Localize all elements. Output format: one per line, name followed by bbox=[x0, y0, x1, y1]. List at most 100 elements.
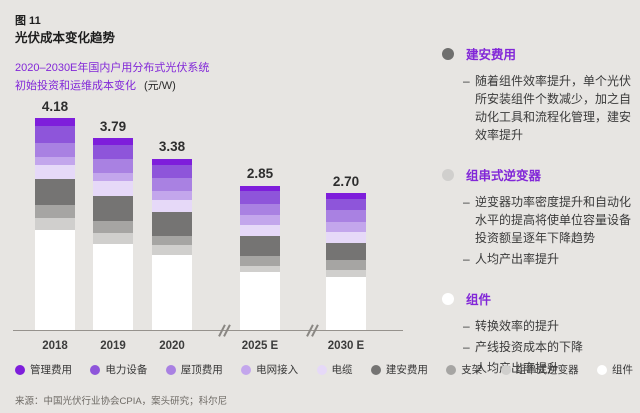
note-section-heading: 建安费用 bbox=[466, 48, 517, 62]
x-axis-label: 2018 bbox=[42, 340, 68, 352]
bar-segment-建安费用 bbox=[152, 212, 192, 236]
legend-item-屋顶费用: 屋顶费用 bbox=[165, 362, 223, 377]
bar-segment-屋顶费用 bbox=[152, 178, 192, 191]
legend-color-dot bbox=[597, 364, 607, 375]
bar-2025e bbox=[240, 185, 280, 330]
bar-segment-建安费用 bbox=[93, 195, 133, 222]
bar-segment-屋顶费用 bbox=[93, 158, 133, 173]
bar-segment-组串式逆变器 bbox=[326, 269, 366, 277]
bar-segment-支架 bbox=[240, 255, 280, 266]
note-section-header: 建安费用 bbox=[442, 44, 638, 63]
bullet-icon bbox=[442, 292, 454, 305]
bar-2030e bbox=[326, 193, 366, 330]
note-section-header: 组串式逆变器 bbox=[442, 165, 638, 184]
note-section-header: 组件 bbox=[442, 289, 638, 308]
bar-segment-组件 bbox=[326, 276, 366, 330]
bar-segment-组串式逆变器 bbox=[152, 245, 192, 256]
legend-item-组串式逆变器: 组串式逆变器 bbox=[500, 362, 579, 377]
legend-label: 管理费用 bbox=[30, 364, 72, 376]
bar-segment-支架 bbox=[35, 204, 75, 218]
bar-segment-电缆 bbox=[326, 232, 366, 244]
legend-label: 屋顶费用 bbox=[180, 364, 223, 376]
note-section-heading: 组串式逆变器 bbox=[466, 169, 542, 183]
bar-segment-建安费用 bbox=[326, 243, 366, 261]
legend-color-dot bbox=[15, 364, 25, 375]
bar-segment-管理费用 bbox=[35, 118, 75, 127]
legend-color-dot bbox=[90, 364, 101, 375]
legend-color-dot bbox=[241, 364, 252, 375]
subtitle-line2: 初始投资和运维成本变化 bbox=[15, 80, 136, 92]
legend-label: 建安费用 bbox=[385, 364, 428, 376]
bar-segment-管理费用 bbox=[326, 193, 366, 199]
bar-value-label: 3.79 bbox=[99, 118, 127, 134]
note-item-text: 产线投资成本的下降 bbox=[475, 340, 584, 354]
note-item-list: – 随着组件效率提升，单个光伏所安装组件个数减少，加之自动化工具和流程化管理，建安… bbox=[463, 72, 638, 144]
subtitle-line1: 2020–2030E年国内户用分布式光伏系统 bbox=[15, 62, 210, 74]
x-axis-label: 2030 E bbox=[327, 340, 365, 352]
note-section-heading: 组件 bbox=[466, 293, 492, 307]
note-section-建安费用: 建安费用 – 随着组件效率提升，单个光伏所安装组件个数减少，加之自动化工具和流程化管… bbox=[442, 44, 638, 144]
bar-segment-支架 bbox=[326, 260, 366, 270]
bar-segment-屋顶费用 bbox=[326, 210, 366, 222]
note-item-text: 人均产出率提升 bbox=[475, 361, 560, 375]
legend-color-dot bbox=[500, 364, 511, 375]
bar-segment-屋顶费用 bbox=[240, 203, 280, 216]
x-axis-label: 2025 E bbox=[241, 340, 279, 352]
dash-icon: – bbox=[463, 340, 470, 354]
legend-item-电力设备: 电力设备 bbox=[90, 362, 147, 377]
legend-color-dot bbox=[165, 364, 176, 375]
bar-segment-组串式逆变器 bbox=[35, 217, 75, 230]
legend-item-支架: 支架 bbox=[446, 362, 482, 377]
note-item: – 产线投资成本的下降 bbox=[463, 338, 638, 356]
x-axis bbox=[13, 329, 403, 331]
bar-segment-电网接入 bbox=[152, 190, 192, 200]
note-item-text: 逆变器功率密度提升和自动化水平的提高将使单位容量设备投资额呈逐年下降趋势 bbox=[475, 195, 632, 245]
bar-segment-电网接入 bbox=[240, 215, 280, 226]
dash-icon: – bbox=[463, 195, 470, 209]
bar-segment-电网接入 bbox=[93, 172, 133, 182]
dash-icon: – bbox=[463, 361, 470, 375]
bar-segment-组件 bbox=[240, 272, 280, 330]
bar-segment-管理费用 bbox=[152, 158, 192, 166]
bar-segment-支架 bbox=[152, 235, 192, 246]
unit-label: (元/W) bbox=[144, 80, 176, 92]
figure-title: 光伏成本变化趋势 bbox=[15, 31, 116, 45]
legend-label: 组串式逆变器 bbox=[515, 364, 579, 376]
x-axis-label: 2020 bbox=[159, 340, 185, 352]
note-item-list: – 转换效率的提升 – 产线投资成本的下降 – 人均产出率提升 bbox=[463, 317, 638, 377]
bar-value-label: 2.85 bbox=[246, 166, 274, 182]
legend-item-建安费用: 建安费用 bbox=[370, 362, 428, 377]
note-section-组件: 组件 – 转换效率的提升 – 产线投资成本的下降 – 人均产出率提升 bbox=[442, 289, 638, 377]
bar-segment-组串式逆变器 bbox=[240, 265, 280, 273]
legend-item-管理费用: 管理费用 bbox=[15, 362, 72, 377]
bar-segment-电力设备 bbox=[326, 198, 366, 211]
legend-label: 组件 bbox=[612, 364, 633, 376]
note-item-list: – 逆变器功率密度提升和自动化水平的提高将使单位容量设备投资额呈逐年下降趋势 – 人均… bbox=[463, 193, 638, 268]
bar-segment-建安费用 bbox=[240, 235, 280, 256]
dash-icon: – bbox=[463, 319, 470, 333]
axis-break-mark bbox=[305, 323, 321, 338]
bar-segment-电网接入 bbox=[326, 221, 366, 233]
legend-color-dot bbox=[316, 364, 327, 375]
bar-value-label: 2.70 bbox=[332, 173, 360, 189]
bar-value-label: 3.38 bbox=[158, 139, 186, 155]
note-item: – 逆变器功率密度提升和自动化水平的提高将使单位容量设备投资额呈逐年下降趋势 bbox=[463, 193, 638, 247]
note-item: – 人均产出率提升 bbox=[463, 250, 638, 268]
bar-segment-电力设备 bbox=[35, 126, 75, 143]
legend-item-电缆: 电缆 bbox=[316, 362, 353, 377]
bar-2019 bbox=[93, 138, 133, 330]
bar-2020 bbox=[152, 158, 192, 330]
note-section-组串式逆变器: 组串式逆变器 – 逆变器功率密度提升和自动化水平的提高将使单位容量设备投资额呈逐年下… bbox=[442, 165, 638, 268]
plot-area: 4.18 2018 3.79 2019 3.38 2020 2.85 2025 E 2.70 20… bbox=[13, 94, 417, 352]
legend-label: 支架 bbox=[461, 364, 483, 376]
note-item-text: 转换效率的提升 bbox=[475, 319, 560, 333]
note-item: – 随着组件效率提升，单个光伏所安装组件个数减少，加之自动化工具和流程化管理，建安… bbox=[463, 72, 638, 144]
legend-item-电网接入: 电网接入 bbox=[241, 362, 298, 377]
bar-segment-组件 bbox=[152, 255, 192, 330]
note-item-text: 人均产出率提升 bbox=[475, 252, 560, 266]
bar-segment-电缆 bbox=[240, 225, 280, 236]
legend-color-dot bbox=[446, 364, 457, 375]
chart-subtitle: 2020–2030E年国内户用分布式光伏系统 初始投资和运维成本变化 (元/W) bbox=[15, 59, 209, 95]
bar-segment-组串式逆变器 bbox=[93, 232, 133, 245]
